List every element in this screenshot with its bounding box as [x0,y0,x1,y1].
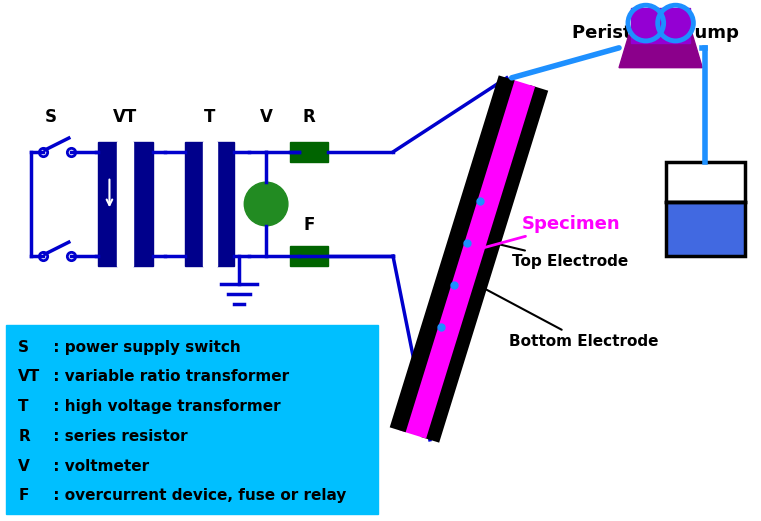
Text: : power supply switch: : power supply switch [48,340,240,355]
Text: : high voltage transformer: : high voltage transformer [48,399,281,414]
Bar [133,142,153,266]
Text: Top Electrode: Top Electrode [470,236,629,269]
Text: V: V [260,108,272,126]
Bar [6,326,378,514]
Text: F: F [303,216,314,234]
Text: VT: VT [18,369,40,384]
Text: VT: VT [113,108,138,126]
Text: R: R [302,108,315,126]
Bar [97,142,117,266]
Text: Specimen: Specimen [468,215,620,254]
Text: V: V [18,458,30,474]
Bar [631,8,690,43]
Text: : variable ratio transformer: : variable ratio transformer [48,369,289,384]
Text: : overcurrent device, fuse or relay: : overcurrent device, fuse or relay [48,489,346,503]
Bar [290,246,327,266]
Bar [117,142,133,266]
Text: : series resistor: : series resistor [48,429,188,444]
Bar [202,142,217,266]
Bar [666,162,745,202]
Bar [217,142,234,266]
Text: Peristaltic Pump: Peristaltic Pump [572,24,739,42]
Polygon shape [619,28,702,68]
Text: Bottom Electrode: Bottom Electrode [476,284,658,349]
Bar [666,202,745,256]
Circle shape [244,182,288,226]
Text: S: S [45,108,57,126]
Bar [185,142,202,266]
Text: S: S [18,340,29,355]
Text: T: T [204,108,215,126]
Text: F: F [18,489,29,503]
Text: : voltmeter: : voltmeter [48,458,149,474]
Bar [290,142,327,162]
Text: R: R [18,429,30,444]
Text: T: T [18,399,29,414]
